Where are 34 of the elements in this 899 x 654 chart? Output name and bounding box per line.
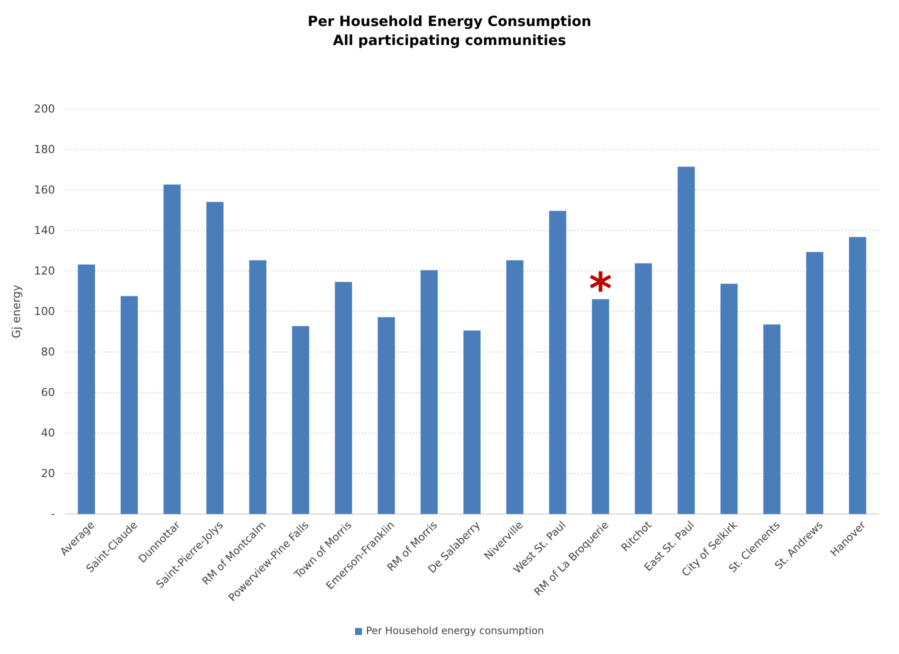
y-tick-label: 40 <box>41 426 55 440</box>
bar <box>292 326 310 514</box>
bar <box>763 324 780 514</box>
bar <box>463 330 481 514</box>
bar <box>592 299 610 514</box>
y-tick-label: 200 <box>34 102 55 116</box>
bar <box>334 282 352 514</box>
y-tick-label: 60 <box>41 386 55 400</box>
y-tick-label: - <box>51 508 56 521</box>
y-tick-label: 80 <box>41 346 55 359</box>
bar <box>634 263 652 514</box>
bar <box>120 296 138 514</box>
chart-title: Per Household Energy Consumption All participating communities <box>308 14 592 49</box>
y-tick-label: 160 <box>34 184 55 197</box>
bar <box>78 264 95 514</box>
y-axis-title: Gj energy <box>10 284 23 338</box>
annotation: * <box>589 264 612 316</box>
bar <box>206 202 224 514</box>
y-tick-label: 100 <box>34 305 55 318</box>
bar <box>506 260 524 514</box>
y-tick-label: 180 <box>34 143 55 156</box>
bar <box>378 317 395 514</box>
bar <box>549 210 566 514</box>
y-tick-label: 120 <box>34 264 55 278</box>
bar <box>249 260 266 514</box>
y-tick-label: 140 <box>34 224 55 238</box>
legend-label: Per Household energy consumption <box>366 626 544 637</box>
bar <box>849 236 866 514</box>
bar <box>164 184 181 514</box>
bar <box>806 252 824 514</box>
y-tick-label: 20 <box>41 467 55 480</box>
bar <box>720 284 738 514</box>
bar <box>420 270 438 514</box>
bar <box>678 166 695 514</box>
